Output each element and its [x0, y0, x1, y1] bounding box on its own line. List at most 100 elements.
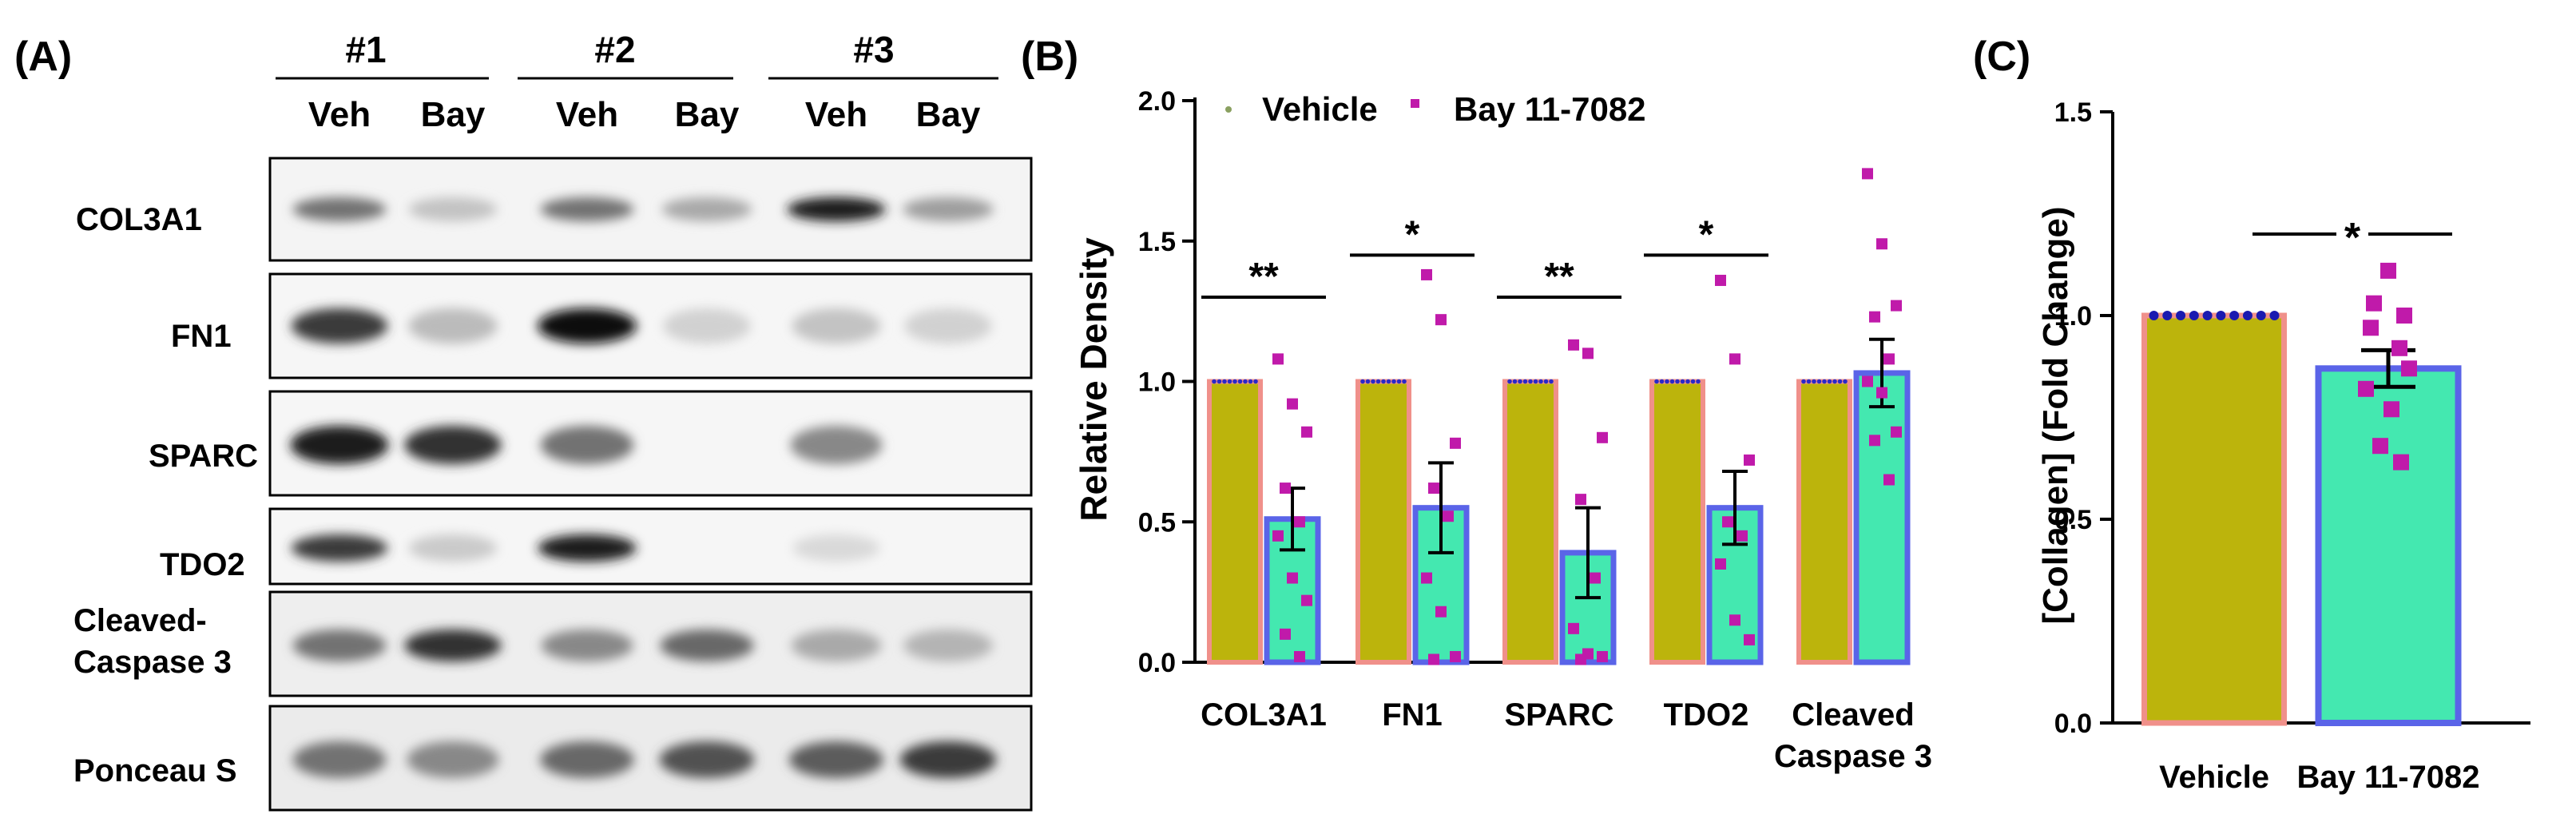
- significance-marker: *: [1699, 213, 1714, 256]
- bay-point: [1428, 653, 1439, 665]
- vehicle-point: [2242, 311, 2253, 320]
- legend-bay-marker: [1411, 99, 1419, 108]
- blot-band: [661, 197, 752, 221]
- panel-a-label: (A): [14, 34, 72, 80]
- bay-point: [1744, 633, 1755, 645]
- vehicle-point: [1812, 379, 1816, 384]
- vehicle-point: [1243, 379, 1248, 384]
- blot-band: [659, 741, 755, 778]
- blot-band: [788, 741, 884, 778]
- bay-point: [1301, 426, 1312, 438]
- vehicle-point: [2162, 311, 2173, 320]
- blot-band: [291, 308, 388, 344]
- blot-band: [790, 426, 883, 464]
- blot-band: [404, 426, 502, 464]
- x-tick-label: FN1: [1382, 697, 1443, 733]
- vehicle-point: [1512, 379, 1518, 384]
- blot-band: [540, 426, 634, 464]
- chart-b-legend: Vehicle Bay 11-7082: [1225, 90, 1646, 128]
- bay-point: [1435, 606, 1447, 618]
- vehicle-point: [1549, 379, 1554, 384]
- vehicle-point: [1232, 379, 1237, 384]
- blot-band: [904, 308, 992, 344]
- vehicle-point: [1669, 379, 1675, 384]
- bay-point: [1435, 314, 1447, 326]
- y-tick-label: 1.5: [1138, 227, 1176, 257]
- vehicle-point: [1538, 379, 1543, 384]
- bay-point: [2393, 454, 2409, 471]
- bay-point: [2383, 401, 2399, 418]
- blot-band: [404, 629, 502, 661]
- blot-box: [268, 390, 1033, 497]
- lane-labels: Veh Bay Veh Bay Veh Bay: [308, 95, 981, 134]
- y-tick-label: 1.5: [2054, 97, 2092, 128]
- vehicle-point: [1375, 379, 1381, 384]
- bay-point: [1575, 653, 1586, 665]
- bay-point: [1715, 274, 1726, 286]
- panel-c: (C) [Collagen] (Fold Change) 0.0 0.5 1.0 1.…: [1973, 34, 2530, 795]
- blot-label: Ponceau S: [73, 753, 237, 788]
- vehicle-point: [1360, 379, 1365, 384]
- blot-label: Caspase 3: [73, 645, 232, 680]
- blot-band: [408, 308, 498, 344]
- panel-b: (B) Relative Density Vehicle Bay 11-7082…: [1021, 34, 1932, 774]
- bay-point: [2396, 308, 2412, 324]
- vehicle-point: [2202, 311, 2213, 320]
- blot-band: [660, 629, 754, 661]
- bar-bay: [1853, 370, 1911, 665]
- vehicle-point: [1402, 379, 1407, 384]
- vehicle-point: [1253, 379, 1258, 384]
- bay-point: [1280, 628, 1291, 640]
- bay-point: [1294, 516, 1305, 528]
- y-tick-label: 0.5: [2054, 505, 2092, 535]
- blot-label: TDO2: [160, 547, 245, 582]
- bay-point: [1891, 300, 1902, 312]
- blot-band: [290, 426, 389, 464]
- vehicle-point: [1391, 379, 1396, 384]
- vehicle-point: [1659, 379, 1665, 384]
- y-axis-label: Relative Density: [1073, 237, 1114, 522]
- blot-band: [292, 741, 387, 778]
- blot-label: SPARC: [149, 439, 258, 474]
- blot-label: COL3A1: [76, 202, 202, 237]
- vehicle-point: [1237, 379, 1243, 384]
- vehicle-point: [1654, 379, 1659, 384]
- vehicle-point: [1680, 379, 1685, 384]
- bay-point: [1568, 622, 1579, 634]
- bay-point: [1715, 558, 1726, 570]
- vehicle-point: [2269, 311, 2280, 320]
- legend-bay-label: Bay 11-7082: [1454, 90, 1646, 128]
- vehicle-point: [1837, 379, 1843, 384]
- blot-band: [791, 629, 882, 661]
- vehicle-point: [1822, 379, 1827, 384]
- bay-point: [2358, 380, 2374, 397]
- blot-band: [540, 741, 634, 778]
- vehicle-point: [2256, 311, 2266, 320]
- bay-point: [1737, 530, 1748, 542]
- blot-label: FN1: [171, 319, 232, 354]
- blot-band: [408, 197, 498, 221]
- lane-label: Veh: [805, 95, 867, 134]
- bay-point: [1862, 375, 1873, 387]
- group-label: #1: [345, 29, 386, 70]
- group-label: #2: [594, 29, 635, 70]
- lane-label: Bay: [421, 95, 486, 134]
- vehicle-point: [2216, 311, 2226, 320]
- vehicle-point: [1217, 379, 1222, 384]
- chart-c: 0.0 0.5 1.0 1.5 * Vehicle Bay 11-7082: [2054, 97, 2530, 795]
- vehicle-point: [1832, 379, 1837, 384]
- blot-band: [899, 741, 997, 778]
- bay-point: [1590, 572, 1601, 584]
- blot-band: [291, 534, 388, 562]
- vehicle-point: [2229, 311, 2240, 320]
- blot-row-labels: COL3A1 FN1 SPARC TDO2 Cleaved- Caspase 3…: [73, 202, 258, 788]
- bay-point: [1287, 572, 1298, 584]
- bar-vehicle: [2141, 312, 2287, 726]
- vehicle-point: [1518, 379, 1522, 384]
- x-tick-label: COL3A1: [1201, 697, 1327, 733]
- vehicle-point: [1806, 379, 1812, 384]
- bay-point: [1301, 594, 1312, 606]
- bay-point: [1869, 311, 1880, 323]
- bay-point: [1869, 435, 1880, 447]
- panel-b-label: (B): [1021, 34, 1078, 80]
